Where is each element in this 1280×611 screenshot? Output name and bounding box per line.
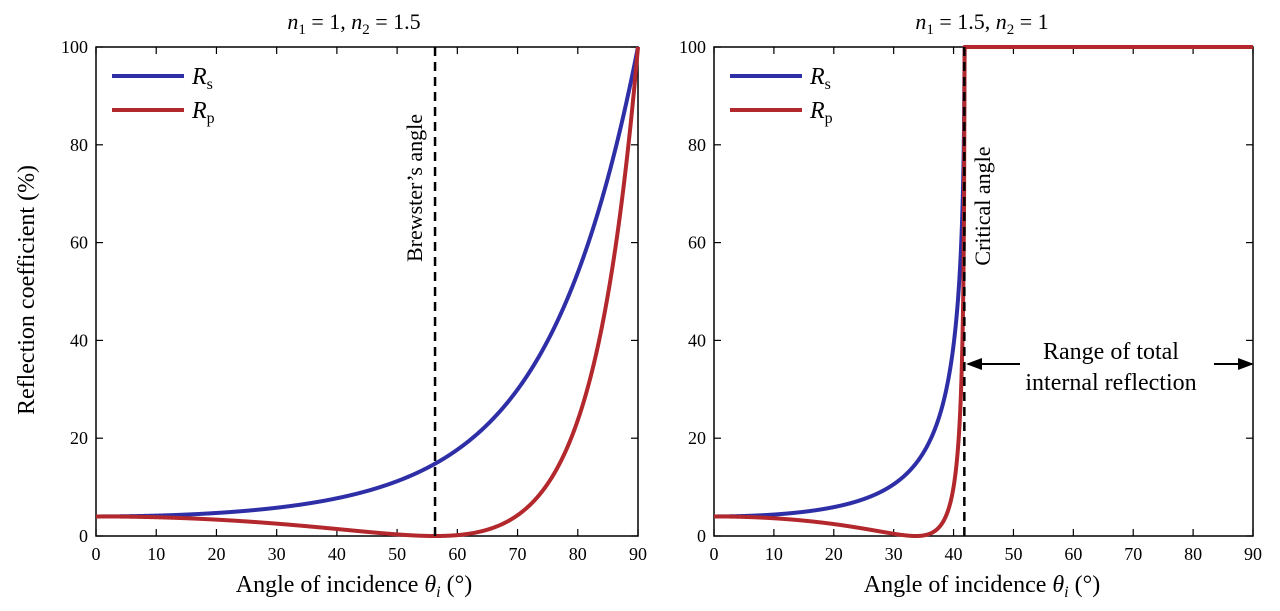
left-y-tick-label: 100 — [61, 37, 88, 57]
left-x-tick-label: 60 — [448, 544, 466, 564]
left-legend-rp-label: Rp — [191, 98, 215, 127]
left-plot-frame — [95, 46, 639, 537]
right-legend: Rs Rp — [730, 64, 833, 127]
left-x-tick-label: 20 — [207, 544, 225, 564]
right-grid-ticks: 0 10 20 30 40 50 60 70 80 90 0 20 40 60 80 100 — [679, 37, 1262, 564]
right-x-axis-label: Angle of incidence θi (°) — [864, 572, 1100, 601]
left-y-tick-label: 40 — [70, 330, 88, 350]
right-range-label-line1: Range of total — [1043, 339, 1179, 365]
left-x-tick-label: 40 — [328, 544, 346, 564]
right-x-tick-label: 60 — [1064, 544, 1082, 564]
y-axis-label: Reflection coefficient (%) — [14, 165, 40, 415]
right-y-tick-label: 0 — [697, 526, 706, 546]
left-legend-rs-label: Rs — [191, 64, 213, 93]
right-x-tick-label: 30 — [885, 544, 903, 564]
left-rp-curve — [94, 46, 640, 538]
left-grid-ticks: 0 10 20 30 40 50 60 70 80 90 0 20 40 60 80 100 — [61, 37, 647, 564]
right-panel: n1 = 1.5, n2 = 1 0 10 20 30 40 50 60 70 80 90 0 20 4… — [679, 9, 1262, 601]
right-x-tick-label: 10 — [765, 544, 783, 564]
left-x-tick-label: 70 — [509, 544, 527, 564]
left-y-tick-label: 0 — [79, 526, 88, 546]
left-x-tick-label: 90 — [629, 544, 647, 564]
left-y-tick-label: 60 — [70, 233, 88, 253]
right-y-tick-label: 60 — [688, 233, 706, 253]
right-series-group — [712, 45, 1255, 538]
right-range-arrowhead-right — [1238, 358, 1254, 370]
left-legend: Rs Rp — [112, 64, 215, 127]
right-x-tick-label: 0 — [710, 544, 719, 564]
right-legend-rs-label: Rs — [809, 64, 831, 93]
left-rs-curve — [94, 46, 640, 519]
right-y-tick-label: 80 — [688, 135, 706, 155]
right-rp-curve — [712, 45, 1255, 538]
right-plot-frame — [713, 46, 1254, 537]
left-title: n1 = 1, n2 = 1.5 — [287, 9, 420, 38]
right-x-tick-label: 90 — [1244, 544, 1262, 564]
left-x-tick-label: 80 — [569, 544, 587, 564]
left-x-tick-label: 30 — [268, 544, 286, 564]
right-range-annotation: Range of total internal reflection — [966, 339, 1254, 396]
left-x-tick-label: 10 — [147, 544, 165, 564]
right-critical-label: Critical angle — [970, 146, 995, 265]
right-range-arrowhead-left — [966, 358, 982, 370]
right-x-tick-label: 40 — [945, 544, 963, 564]
right-x-tick-label: 80 — [1184, 544, 1202, 564]
right-x-tick-label: 20 — [825, 544, 843, 564]
right-x-tick-label: 70 — [1124, 544, 1142, 564]
right-y-tick-label: 20 — [688, 428, 706, 448]
left-x-axis-label: Angle of incidence θi (°) — [236, 572, 472, 601]
left-series-group — [94, 46, 640, 538]
right-range-label-line2: internal reflection — [1025, 370, 1196, 396]
right-legend-rp-label: Rp — [809, 98, 833, 127]
left-x-tick-label: 50 — [388, 544, 406, 564]
left-brewster-label: Brewster’s angle — [402, 114, 427, 262]
right-title: n1 = 1.5, n2 = 1 — [915, 9, 1048, 38]
left-y-tick-label: 20 — [70, 428, 88, 448]
left-y-tick-label: 80 — [70, 135, 88, 155]
right-rs-curve — [712, 45, 1255, 519]
right-y-tick-label: 100 — [679, 37, 706, 57]
right-x-tick-label: 50 — [1004, 544, 1022, 564]
left-panel: n1 = 1, n2 = 1.5 0 10 20 30 40 50 60 70 80 90 0 20 4… — [61, 9, 647, 601]
left-x-tick-label: 0 — [92, 544, 101, 564]
right-y-tick-label: 40 — [688, 330, 706, 350]
